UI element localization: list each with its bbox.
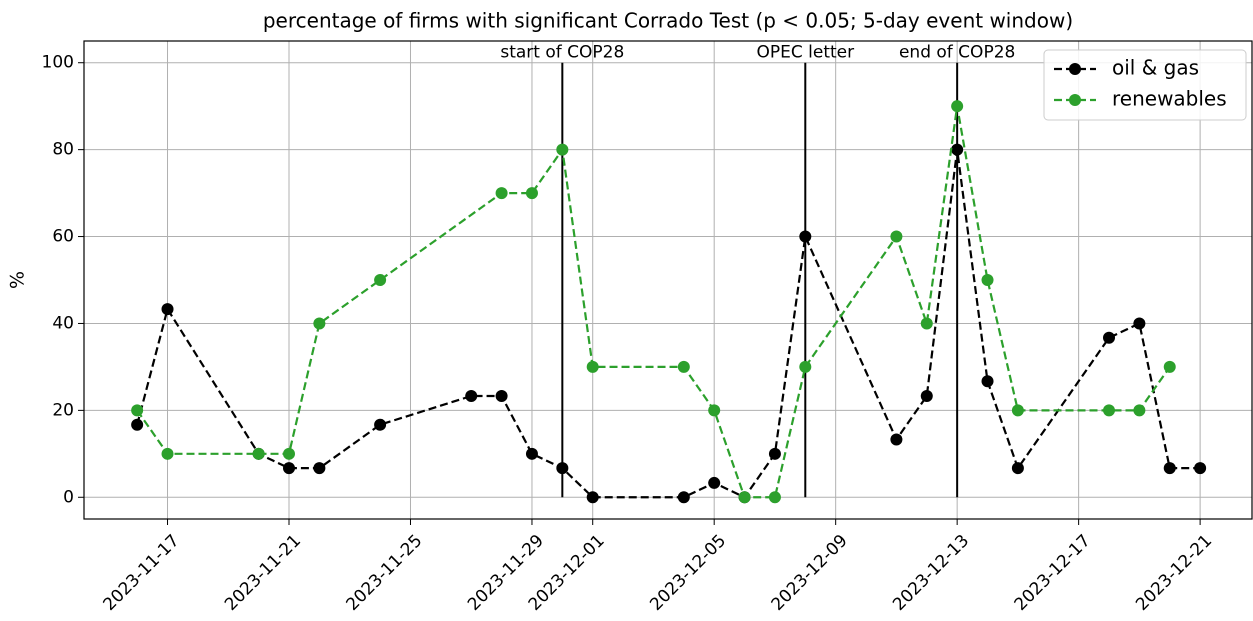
data-point: [1133, 404, 1146, 417]
data-point: [586, 360, 599, 373]
data-point: [465, 390, 478, 403]
data-point: [981, 274, 994, 286]
data-point: [1133, 317, 1146, 330]
data-point: [1011, 462, 1024, 475]
data-point: [161, 303, 174, 316]
plot-frame: [83, 40, 1253, 520]
y-axis-label: %: [7, 271, 29, 289]
data-point: [768, 491, 781, 504]
data-point: [1163, 462, 1176, 475]
data-point: [252, 447, 265, 460]
data-point: [1103, 404, 1116, 417]
legend-marker: [1069, 63, 1081, 75]
y-tick-label: 40: [52, 313, 74, 333]
x-tick-label: 2023-11-25: [343, 531, 427, 615]
data-point: [677, 491, 690, 504]
data-point: [374, 274, 387, 286]
event-label: start of COP28: [500, 43, 624, 63]
legend-label: oil & gas: [1112, 56, 1199, 80]
data-point: [1103, 331, 1116, 344]
data-point: [586, 491, 599, 504]
data-point: [920, 317, 933, 330]
data-point: [1163, 360, 1176, 373]
data-point: [738, 491, 751, 504]
data-point: [525, 447, 538, 460]
legend-label: renewables: [1112, 87, 1227, 111]
data-point: [495, 187, 508, 200]
data-point: [920, 390, 933, 403]
data-point: [890, 230, 903, 243]
data-point: [556, 462, 569, 475]
data-point: [374, 418, 387, 431]
data-point: [161, 447, 174, 460]
x-tick-label: 2023-12-17: [1011, 531, 1095, 615]
x-tick-label: 2023-11-17: [100, 531, 184, 615]
legend-box: [1043, 49, 1247, 121]
data-point: [556, 143, 569, 156]
data-point: [313, 317, 326, 330]
data-point: [313, 462, 326, 475]
data-point: [799, 230, 812, 243]
data-point: [283, 462, 296, 475]
event-label: OPEC letter: [756, 43, 854, 63]
legend-marker: [1069, 94, 1081, 106]
y-tick-label: 80: [52, 140, 74, 160]
series-line: [136, 105, 1171, 499]
y-tick-label: 60: [52, 227, 74, 247]
x-tick-label: 2023-12-09: [768, 531, 852, 615]
data-point: [708, 476, 721, 489]
data-point: [677, 360, 690, 373]
y-tick-label: 20: [52, 400, 74, 420]
data-point: [131, 404, 144, 417]
x-tick-label: 2023-12-05: [646, 531, 730, 615]
y-tick-label: 0: [63, 487, 74, 507]
chart-title: percentage of firms with significant Cor…: [263, 9, 1073, 33]
event-label: end of COP28: [899, 43, 1015, 63]
data-point: [981, 375, 994, 388]
data-point: [708, 404, 721, 417]
data-point: [890, 433, 903, 446]
data-point: [131, 418, 144, 431]
data-point: [1011, 404, 1024, 417]
data-point: [951, 143, 964, 156]
data-point: [1194, 462, 1207, 475]
data-point: [799, 360, 812, 373]
data-point: [951, 100, 964, 113]
data-point: [283, 447, 296, 460]
x-tick-label: 2023-11-21: [221, 531, 305, 615]
data-point: [525, 187, 538, 200]
data-point: [495, 390, 508, 403]
x-tick-label: 2023-12-21: [1132, 531, 1216, 615]
y-tick-label: 100: [42, 53, 74, 73]
data-point: [768, 447, 781, 460]
x-tick-label: 2023-12-13: [889, 531, 973, 615]
